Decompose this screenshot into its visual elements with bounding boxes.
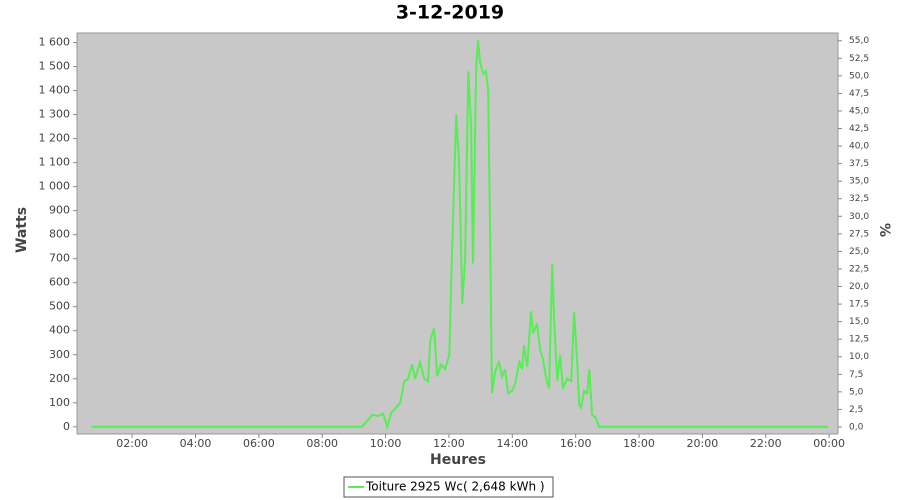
y-tick-label: 300 bbox=[49, 348, 70, 361]
y2-tick-label: 42,5 bbox=[849, 124, 869, 134]
chart-title: 3-12-2019 bbox=[396, 2, 504, 24]
legend bbox=[343, 476, 554, 498]
y2-tick-label: 15,0 bbox=[849, 317, 869, 327]
y-tick-label: 100 bbox=[49, 396, 70, 409]
y2-tick-label: 22,5 bbox=[849, 264, 869, 274]
y2-tick-label: 10,0 bbox=[849, 352, 869, 362]
x-tick-label: 12:00 bbox=[433, 437, 465, 450]
x-tick-label: 20:00 bbox=[687, 437, 719, 450]
y-tick-label: 400 bbox=[49, 324, 70, 337]
y2-tick-label: 7,5 bbox=[849, 370, 863, 380]
x-tick-label: 18:00 bbox=[623, 437, 655, 450]
x-tick-label: 10:00 bbox=[370, 437, 402, 450]
x-tick-label: 14:00 bbox=[496, 437, 528, 450]
y2-tick-label: 27,5 bbox=[849, 229, 869, 239]
y2-tick-label: 17,5 bbox=[849, 300, 869, 310]
y-tick-label: 1 300 bbox=[39, 108, 71, 121]
y2-tick-label: 52,5 bbox=[849, 54, 869, 64]
y-tick-label: 800 bbox=[49, 228, 70, 241]
x-tick-label: 08:00 bbox=[306, 437, 338, 450]
y2-tick-label: 40,0 bbox=[849, 142, 869, 152]
y2-tick-label: 45,0 bbox=[849, 106, 869, 116]
x-tick-label: 22:00 bbox=[750, 437, 782, 450]
y2-tick-label: 47,5 bbox=[849, 89, 869, 99]
y2-tick-label: 55,0 bbox=[849, 36, 869, 46]
y-tick-label: 1 200 bbox=[39, 132, 71, 145]
y2-tick-label: 0,0 bbox=[849, 422, 864, 432]
y-tick-label: 1 100 bbox=[39, 156, 71, 169]
x-axis-title: Heures bbox=[430, 452, 486, 468]
y-tick-label: 900 bbox=[49, 204, 70, 217]
x-tick-label: 02:00 bbox=[116, 437, 148, 450]
y2-tick-label: 35,0 bbox=[849, 177, 869, 187]
y2-tick-label: 2,5 bbox=[849, 405, 863, 415]
y2-tick-label: 5,0 bbox=[849, 387, 864, 397]
x-tick-label: 00:00 bbox=[813, 437, 845, 450]
y-tick-label: 1 600 bbox=[39, 36, 71, 49]
x-tick-label: 06:00 bbox=[243, 437, 275, 450]
y2-tick-label: 25,0 bbox=[849, 247, 869, 257]
y-axis-title: Watts bbox=[14, 207, 30, 253]
y2-tick-label: 30,0 bbox=[849, 212, 869, 222]
y2-tick-label: 37,5 bbox=[849, 159, 869, 169]
y2-tick-label: 12,5 bbox=[849, 335, 869, 345]
y-tick-label: 500 bbox=[49, 300, 70, 313]
legend-label: Toiture 2925 Wc( 2,648 kWh ) bbox=[365, 480, 545, 494]
y-tick-label: 0 bbox=[63, 420, 70, 433]
series-line bbox=[91, 40, 829, 431]
y2-tick-label: 50,0 bbox=[849, 71, 869, 81]
x-tick-label: 16:00 bbox=[560, 437, 592, 450]
y-tick-label: 1 500 bbox=[39, 60, 71, 73]
y-tick-label: 700 bbox=[49, 252, 70, 265]
y-tick-label: 200 bbox=[49, 372, 70, 385]
x-tick-label: 04:00 bbox=[180, 437, 212, 450]
y2-axis-title: % bbox=[876, 223, 892, 237]
plot-area bbox=[76, 32, 839, 435]
y-tick-label: 600 bbox=[49, 276, 70, 289]
y2-tick-label: 32,5 bbox=[849, 194, 869, 204]
y-tick-label: 1 400 bbox=[39, 84, 71, 97]
y-tick-label: 1 000 bbox=[39, 180, 71, 193]
y2-tick-label: 20,0 bbox=[849, 282, 869, 292]
